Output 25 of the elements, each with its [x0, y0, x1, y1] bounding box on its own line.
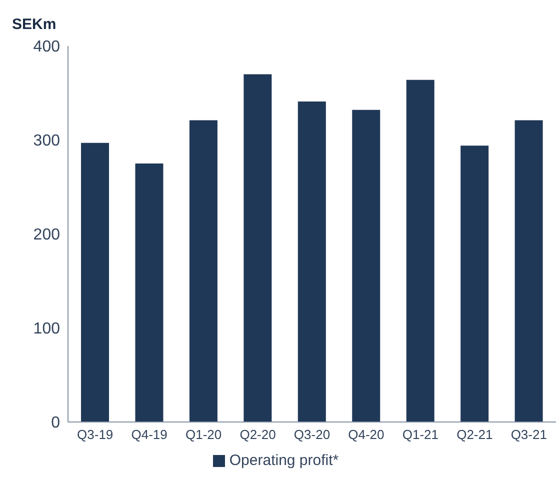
x-tick-label: Q1-20 [185, 427, 222, 442]
y-tick-label: 100 [33, 320, 60, 338]
bar [514, 120, 543, 422]
x-tick-label: Q1-21 [402, 427, 439, 442]
y-tick-label: 300 [33, 132, 60, 150]
x-tick-label: Q4-20 [348, 427, 384, 442]
bar [81, 142, 110, 422]
x-tick-label: Q4-19 [131, 427, 168, 442]
y-tick-label: 400 [33, 38, 60, 56]
bar [135, 164, 164, 422]
bar [244, 74, 272, 422]
bar [298, 101, 326, 422]
bar [352, 110, 380, 422]
x-tick-label: Q3-21 [510, 427, 547, 442]
bar [460, 146, 489, 422]
legend-label: Operating profit* [229, 452, 339, 469]
x-tick-label: Q2-21 [456, 427, 493, 442]
y-axis-title: SEKm [12, 16, 56, 33]
bar [406, 80, 434, 422]
x-tick-label: Q3-20 [294, 427, 330, 442]
y-tick-label: 200 [33, 226, 60, 244]
y-tick-label: 0 [51, 414, 60, 432]
x-tick-label: Q2-20 [240, 427, 276, 442]
bar [189, 120, 218, 422]
x-tick-label: Q3-19 [77, 427, 114, 442]
